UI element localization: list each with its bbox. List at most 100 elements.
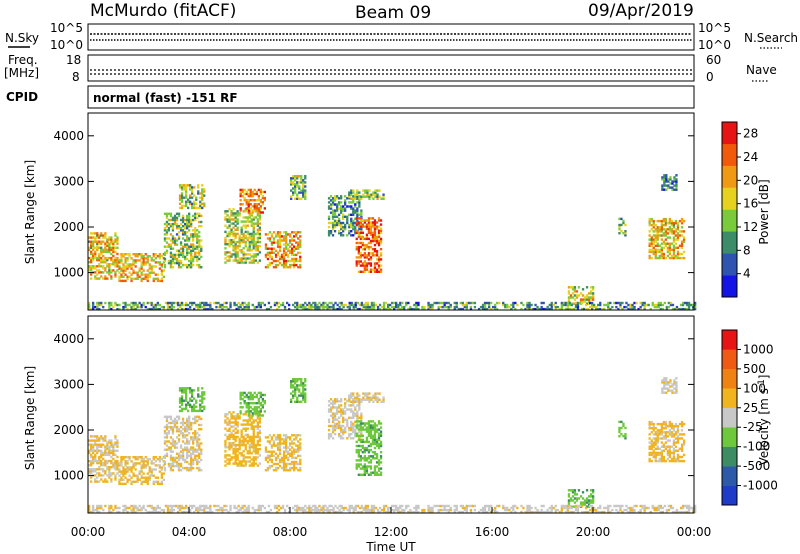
- echo-cell-15: [488, 305, 491, 309]
- echo-cell-2: [194, 214, 197, 218]
- echo-cell-10: [358, 191, 361, 194]
- echo-cell-8: [340, 398, 343, 401]
- echo-cell-9: [377, 233, 381, 236]
- echo-cell-4: [236, 456, 239, 459]
- echo-cell-2: [171, 229, 175, 232]
- echo-cell-3: [191, 204, 194, 208]
- echo-cell-14: [663, 381, 666, 384]
- echo-cell-14: [665, 184, 668, 187]
- echo-cell-0: [108, 271, 111, 274]
- echo-cell-2: [181, 263, 185, 267]
- echo-cell-6: [293, 450, 296, 453]
- echo-cell-8: [327, 225, 331, 229]
- echo-cell-2: [175, 436, 179, 439]
- echo-cell-15: [136, 303, 139, 307]
- echo-cell-13: [678, 455, 682, 459]
- echo-cell-8: [329, 408, 333, 411]
- echo-cell-4: [240, 251, 243, 254]
- echo-cell-0: [88, 236, 91, 239]
- echo-cell-6: [282, 249, 286, 252]
- echo-cell-6: [274, 255, 278, 259]
- echo-cell-8: [360, 430, 363, 434]
- echo-cell-0: [92, 246, 95, 249]
- echo-cell-6: [270, 464, 274, 468]
- echo-cell-4: [234, 255, 237, 258]
- echo-cell-6: [295, 436, 298, 439]
- echo-cell-5: [239, 203, 242, 206]
- echo-cell-2: [177, 214, 181, 218]
- echo-cell-6: [282, 454, 286, 457]
- echo-cell-4: [224, 446, 227, 449]
- echo-cell-10: [372, 400, 375, 403]
- echo-cell-1: [148, 474, 151, 477]
- echo-cell-15: [431, 307, 434, 311]
- echo-cell-2: [169, 421, 173, 425]
- echo-cell-2: [194, 251, 197, 254]
- echo-cell-7: [290, 384, 293, 387]
- echo-cell-9: [355, 237, 358, 241]
- echo-cell-3: [191, 407, 194, 411]
- echo-cell-8: [336, 215, 339, 218]
- echo-cell-4: [236, 464, 239, 467]
- echo-cell-15: [657, 303, 660, 307]
- echo-cell-8: [333, 422, 337, 426]
- echo-cell-2: [165, 220, 169, 224]
- echo-cell-15: [665, 305, 668, 309]
- echo-cell-2: [188, 423, 191, 427]
- echo-cell-1: [136, 476, 139, 479]
- echo-cell-15: [382, 303, 386, 307]
- echo-cell-13: [652, 455, 655, 459]
- echo-cell-15: [483, 301, 487, 305]
- echo-cell-4: [228, 421, 231, 424]
- echo-cell-4: [244, 448, 247, 451]
- echo-cell-5: [255, 203, 258, 206]
- echo-cell-2: [169, 425, 173, 429]
- echo-cell-13: [680, 459, 684, 463]
- echo-cell-10: [364, 398, 367, 401]
- echo-cell-0: [108, 476, 111, 479]
- echo-cell-4: [258, 232, 261, 236]
- echo-cell-4: [236, 214, 239, 217]
- echo-cell-0: [114, 478, 117, 481]
- echo-cell-9: [379, 455, 383, 458]
- echo-cell-8: [348, 428, 351, 432]
- echo-cell-9: [371, 455, 375, 458]
- echo-cell-4: [250, 243, 253, 246]
- echo-cell-0: [96, 476, 99, 479]
- echo-cell-13: [676, 236, 680, 239]
- echo-cell-0: [102, 461, 105, 465]
- echo-cell-13: [648, 437, 651, 440]
- echo-cell-15: [607, 301, 610, 305]
- echo-cell-13: [656, 435, 659, 438]
- echo-cell-13: [656, 451, 659, 455]
- echo-cell-15: [308, 303, 311, 307]
- echo-cell-5: [261, 201, 264, 204]
- echo-cell-6: [268, 440, 272, 443]
- echo-cell-3: [178, 194, 182, 197]
- echo-cell-2: [186, 454, 189, 457]
- echo-cell-0: [104, 478, 107, 481]
- echo-cell-15: [595, 305, 598, 309]
- echo-cell-2: [196, 239, 199, 242]
- echo-cell-15: [629, 307, 632, 311]
- echo-cell-1: [132, 474, 135, 477]
- echo-cell-1: [160, 466, 163, 469]
- echo-cell-15: [409, 305, 412, 309]
- echo-cell-1: [146, 259, 149, 262]
- echo-cell-6: [270, 233, 274, 236]
- echo-cell-4: [234, 423, 237, 426]
- echo-cell-6: [270, 444, 274, 447]
- echo-cell-0: [110, 443, 113, 446]
- echo-cell-6: [285, 464, 288, 468]
- echo-cell-13: [668, 459, 671, 463]
- echo-cell-1: [118, 267, 121, 270]
- echo-cell-9: [379, 229, 383, 232]
- echo-cell-13: [664, 224, 667, 227]
- echo-cell-14: [663, 184, 666, 187]
- echo-cell-9: [371, 221, 375, 224]
- echo-cell-6: [272, 241, 276, 244]
- echo-cell-13: [664, 420, 667, 424]
- echo-cell-6: [291, 452, 294, 455]
- echo-cell-6: [285, 266, 288, 269]
- echo-cell-15: [675, 305, 679, 309]
